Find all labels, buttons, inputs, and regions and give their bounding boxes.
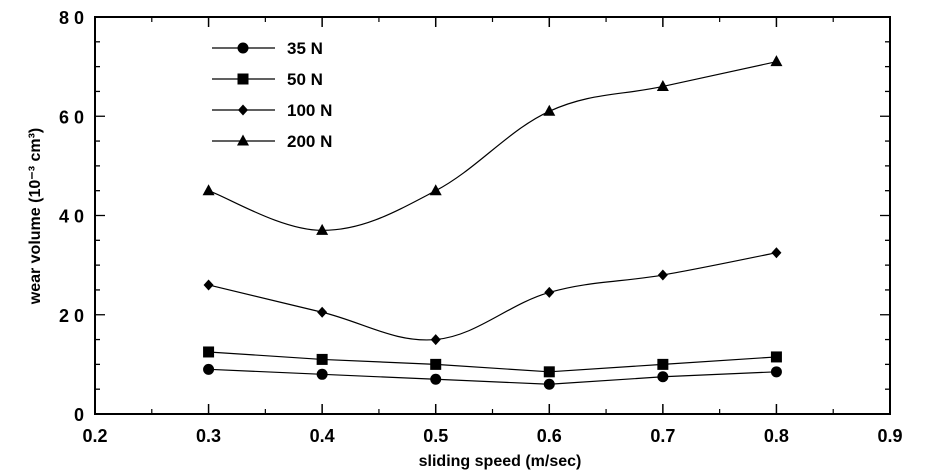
x-tick-label: 0.8 bbox=[764, 426, 789, 446]
y-tick-label: 4 0 bbox=[59, 207, 84, 227]
x-tick-labels: 0.2 0.3 0.4 0.5 0.6 0.7 0.8 0.9 bbox=[82, 426, 902, 446]
x-tick-label: 0.5 bbox=[423, 426, 448, 446]
legend-item: 35 N bbox=[212, 39, 323, 58]
data-point-square bbox=[657, 358, 669, 370]
legend-marker-triangle bbox=[237, 134, 249, 146]
data-point-diamond bbox=[203, 279, 214, 291]
series-line-3 bbox=[208, 252, 777, 341]
data-point-diamond bbox=[544, 286, 555, 298]
data-point-triangle bbox=[202, 184, 215, 196]
data-point-diamond bbox=[317, 306, 328, 318]
axis-ticks bbox=[94, 16, 891, 415]
legend-item: 50 N bbox=[212, 70, 323, 89]
data-point-triangle bbox=[316, 223, 329, 235]
legend-marker-circle bbox=[237, 42, 249, 54]
data-point-square bbox=[770, 351, 782, 363]
series-line-2 bbox=[208, 351, 777, 373]
data-point-diamond bbox=[771, 247, 782, 259]
legend-marker-square bbox=[237, 73, 249, 85]
x-tick-label: 0.3 bbox=[196, 426, 221, 446]
series-line-1 bbox=[208, 368, 777, 385]
x-tick-label: 0.2 bbox=[82, 426, 107, 446]
legend: 35 N 50 N 100 N 200 N bbox=[212, 39, 332, 151]
data-point-triangle bbox=[770, 55, 783, 67]
x-tick-label: 0.4 bbox=[310, 426, 335, 446]
legend-label: 50 N bbox=[287, 70, 323, 89]
y-tick-label: 2 0 bbox=[59, 306, 84, 326]
legend-item: 100 N bbox=[212, 101, 332, 120]
plot-frame bbox=[94, 16, 891, 415]
series-markers bbox=[202, 55, 783, 390]
data-point-square bbox=[543, 366, 555, 378]
data-point-triangle bbox=[656, 79, 669, 91]
x-tick-label: 0.7 bbox=[650, 426, 675, 446]
y-axis-title: wear volume (10⁻³ cm³) bbox=[27, 128, 44, 306]
y-tick-label: 8 0 bbox=[59, 8, 84, 28]
legend-marker-diamond bbox=[238, 104, 248, 116]
data-point-circle bbox=[543, 378, 555, 390]
data-point-triangle bbox=[543, 104, 556, 116]
legend-item: 200 N bbox=[212, 132, 332, 151]
series-lines bbox=[208, 61, 777, 385]
data-point-circle bbox=[657, 371, 669, 383]
y-tick-label: 6 0 bbox=[59, 107, 84, 127]
data-point-diamond bbox=[430, 334, 441, 346]
x-axis-title: sliding speed (m/sec) bbox=[419, 453, 582, 470]
y-tick-label: 0 bbox=[74, 405, 84, 425]
data-point-diamond bbox=[657, 269, 668, 281]
x-tick-label: 0.6 bbox=[537, 426, 562, 446]
data-point-circle bbox=[203, 363, 215, 375]
legend-label: 35 N bbox=[287, 39, 323, 58]
data-point-circle bbox=[430, 373, 442, 385]
series-line-4 bbox=[208, 61, 777, 231]
data-point-triangle bbox=[429, 184, 442, 196]
data-point-square bbox=[203, 346, 215, 358]
data-point-circle bbox=[316, 368, 328, 380]
data-point-square bbox=[316, 353, 328, 365]
data-point-square bbox=[430, 358, 442, 370]
data-point-circle bbox=[770, 366, 782, 378]
legend-label: 200 N bbox=[287, 132, 332, 151]
legend-label: 100 N bbox=[287, 101, 332, 120]
y-tick-labels: 0 2 0 4 0 6 0 8 0 bbox=[59, 8, 84, 425]
x-tick-label: 0.9 bbox=[877, 426, 902, 446]
